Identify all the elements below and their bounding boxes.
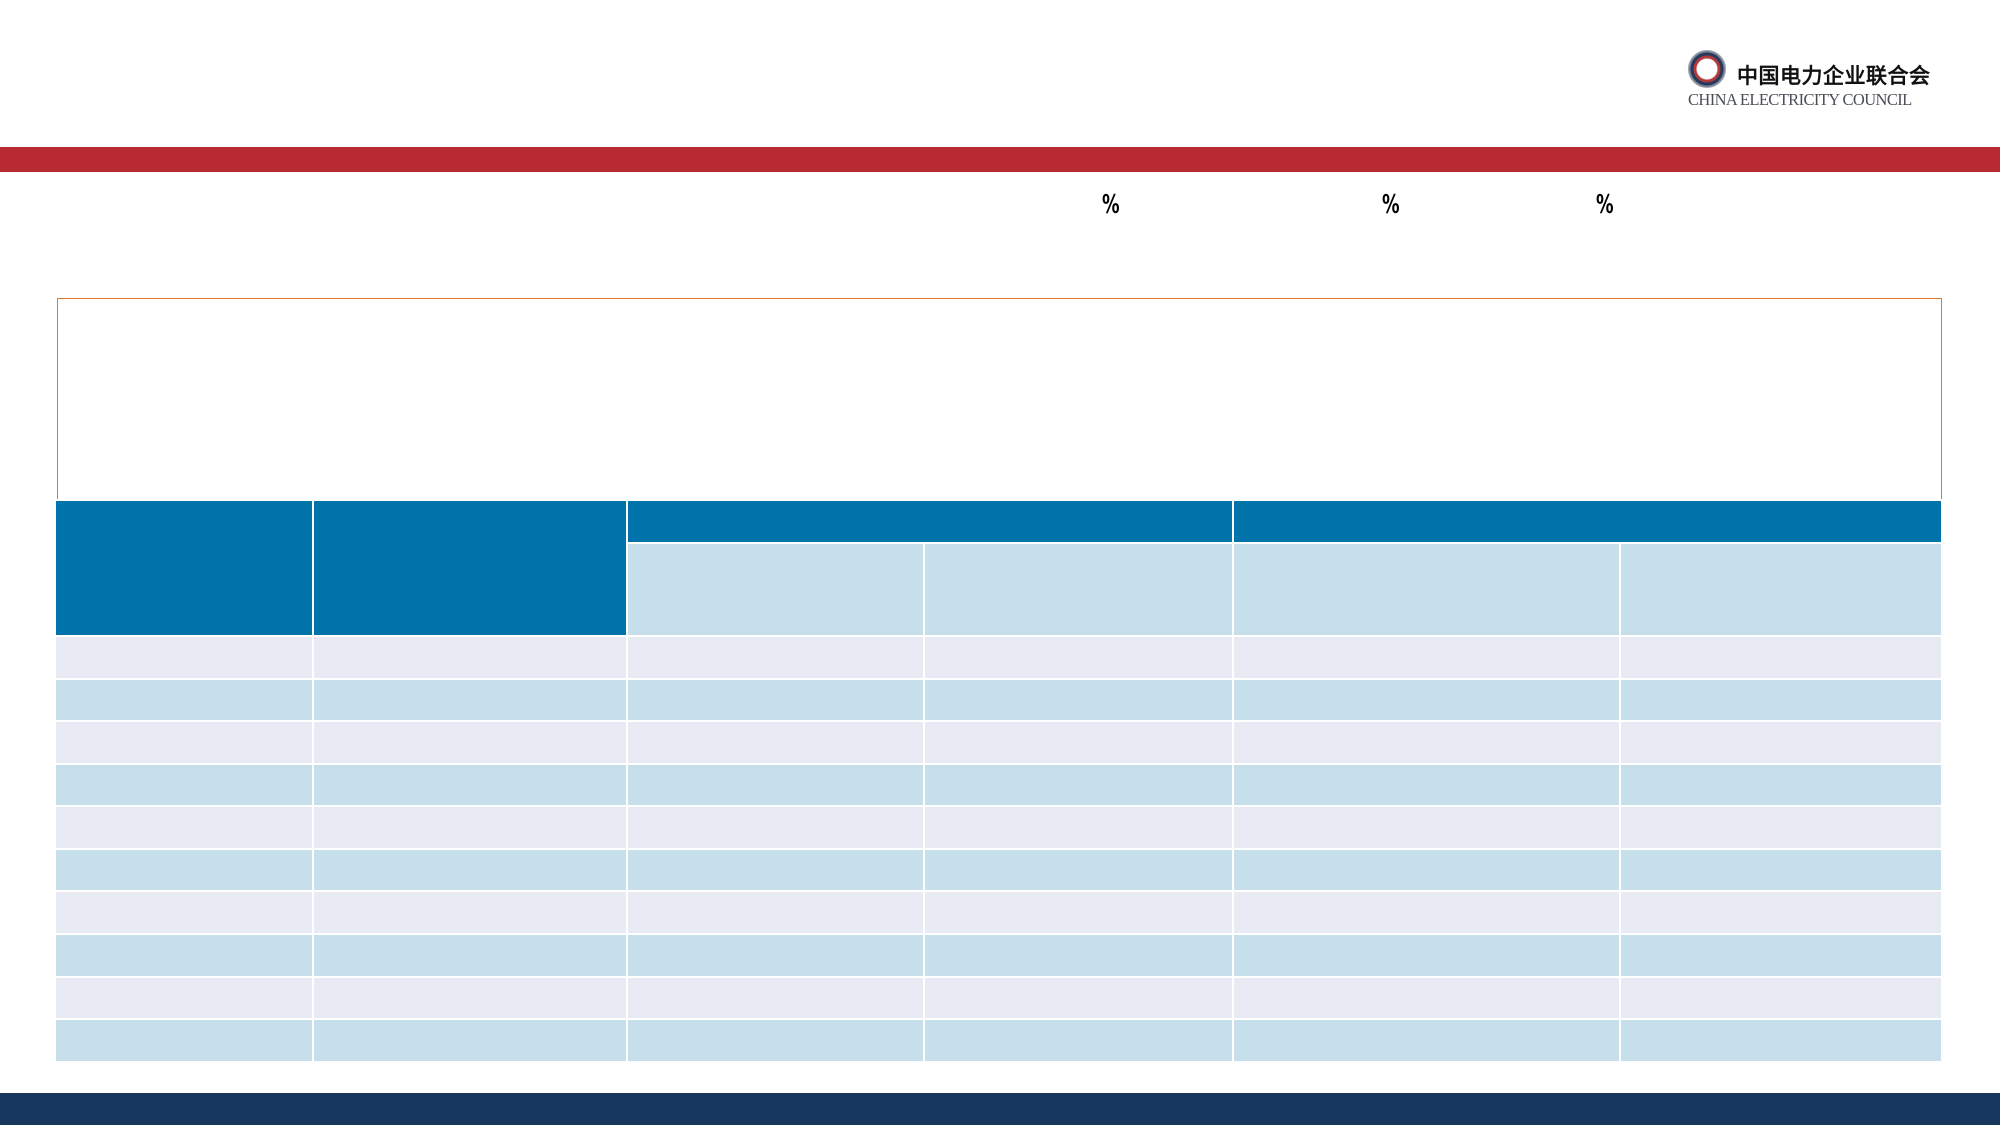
table-cell bbox=[923, 677, 1234, 723]
table-cell bbox=[312, 975, 628, 1021]
table-cell bbox=[1619, 634, 1943, 680]
table-cell bbox=[923, 975, 1234, 1021]
table-cell bbox=[54, 1018, 314, 1063]
table-group-header bbox=[1232, 499, 1943, 544]
table-cell bbox=[626, 1018, 925, 1063]
table-cell bbox=[1232, 933, 1621, 978]
table-cell bbox=[1232, 890, 1621, 936]
table-cell bbox=[923, 762, 1234, 808]
table-cell bbox=[1619, 1018, 1943, 1063]
table-header-cell bbox=[54, 499, 314, 637]
table-cell bbox=[923, 933, 1234, 978]
table-cell bbox=[626, 933, 925, 978]
table-cell bbox=[1232, 805, 1621, 850]
table-cell bbox=[923, 634, 1234, 680]
table-cell bbox=[312, 847, 628, 893]
table-header-cell bbox=[312, 499, 628, 637]
table-cell bbox=[54, 634, 314, 680]
table-cell bbox=[54, 805, 314, 850]
table-cell bbox=[1232, 1018, 1621, 1063]
table-cell bbox=[626, 805, 925, 850]
table-cell bbox=[626, 634, 925, 680]
table-row bbox=[54, 762, 1943, 808]
table-row bbox=[54, 975, 1943, 1021]
table-cell bbox=[923, 805, 1234, 850]
table-row bbox=[54, 634, 1943, 680]
table-cell bbox=[923, 720, 1234, 765]
table-header-row bbox=[54, 499, 1943, 637]
council-emblem-icon bbox=[1688, 50, 1726, 88]
table-subheader-cell bbox=[1619, 541, 1943, 637]
table-cell bbox=[1232, 975, 1621, 1021]
table-cell bbox=[312, 634, 628, 680]
table-cell bbox=[54, 890, 314, 936]
table-cell bbox=[626, 762, 925, 808]
table-row bbox=[54, 847, 1943, 893]
navy-footer-bar bbox=[0, 1093, 2000, 1125]
data-table bbox=[54, 499, 1943, 1063]
table-row bbox=[54, 890, 1943, 936]
table-cell bbox=[1619, 677, 1943, 723]
logo-chinese-name: 中国电力企业联合会 bbox=[1737, 64, 1931, 88]
table-cell bbox=[54, 677, 314, 723]
table-subheader-cell bbox=[923, 541, 1234, 637]
table-cell bbox=[312, 890, 628, 936]
table-row bbox=[54, 933, 1943, 978]
table-cell bbox=[1619, 720, 1943, 765]
table-cell bbox=[1619, 890, 1943, 936]
table-cell bbox=[54, 847, 314, 893]
table-cell bbox=[1619, 805, 1943, 850]
table-cell bbox=[1619, 847, 1943, 893]
table-cell bbox=[312, 677, 628, 723]
table-cell bbox=[1232, 677, 1621, 723]
table-subheader-row bbox=[55, 541, 1943, 637]
table-cell bbox=[1619, 762, 1943, 808]
percent-marker: % bbox=[1596, 190, 1614, 220]
table-cell bbox=[312, 1018, 628, 1063]
table-cell bbox=[312, 805, 628, 850]
table-cell bbox=[1232, 762, 1621, 808]
table-row bbox=[54, 720, 1943, 765]
table-cell bbox=[1619, 975, 1943, 1021]
table-cell bbox=[626, 677, 925, 723]
table-cell bbox=[626, 847, 925, 893]
logo-english-name: CHINA ELECTRICITY COUNCIL bbox=[1688, 90, 1912, 109]
table-group-header bbox=[626, 499, 1234, 544]
table-cell bbox=[923, 890, 1234, 936]
table-cell bbox=[54, 933, 314, 978]
table-cell bbox=[626, 890, 925, 936]
table-row bbox=[54, 805, 1943, 850]
percent-marker: % bbox=[1382, 190, 1400, 220]
table-cell bbox=[923, 1018, 1234, 1063]
table-cell bbox=[312, 720, 628, 765]
text-box-frame bbox=[57, 298, 1942, 533]
table-cell bbox=[1232, 847, 1621, 893]
table-cell bbox=[923, 847, 1234, 893]
percent-marker: % bbox=[1102, 190, 1120, 220]
table-cell bbox=[54, 762, 314, 808]
table-cell bbox=[1232, 720, 1621, 765]
table-subheader-cell bbox=[626, 541, 925, 637]
table-cell bbox=[1619, 933, 1943, 978]
table-cell bbox=[626, 975, 925, 1021]
table-cell bbox=[312, 933, 628, 978]
table-cell bbox=[54, 720, 314, 765]
table-row bbox=[54, 1018, 1943, 1063]
table-cell bbox=[312, 762, 628, 808]
table-cell bbox=[626, 720, 925, 765]
council-logo: 中国电力企业联合会 CHINA ELECTRICITY COUNCIL bbox=[1688, 48, 1931, 114]
table-subheader-cell bbox=[1232, 541, 1621, 637]
table-cell bbox=[54, 975, 314, 1021]
table-cell bbox=[1232, 634, 1621, 680]
table-row bbox=[54, 677, 1943, 723]
red-header-bar bbox=[0, 147, 2000, 172]
